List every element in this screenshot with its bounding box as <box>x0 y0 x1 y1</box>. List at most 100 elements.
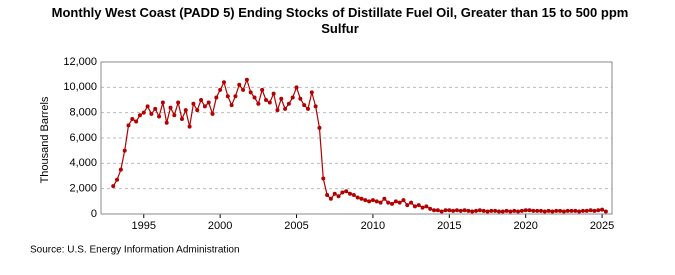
point <box>359 196 364 201</box>
point <box>210 111 215 116</box>
point <box>481 208 486 213</box>
point <box>382 196 387 201</box>
point <box>535 208 540 213</box>
x-tick-label: 1995 <box>132 220 156 232</box>
y-axis-label: Thousand Barrels <box>39 96 51 183</box>
point <box>538 208 543 213</box>
point <box>225 94 230 99</box>
point <box>550 209 555 214</box>
point <box>409 200 414 205</box>
point <box>531 208 536 213</box>
point <box>458 208 463 213</box>
point <box>508 209 513 214</box>
point <box>115 177 120 182</box>
point <box>516 209 521 214</box>
point <box>302 103 307 108</box>
point <box>477 208 482 213</box>
point <box>470 209 475 214</box>
point <box>592 208 597 213</box>
point <box>435 208 440 213</box>
point <box>336 194 341 199</box>
point <box>596 208 601 213</box>
point <box>145 104 150 109</box>
y-tick-label: 6,000 <box>69 132 97 144</box>
point <box>420 205 425 210</box>
point <box>305 106 310 111</box>
point <box>569 208 574 213</box>
series-line <box>112 77 607 213</box>
point <box>424 204 429 209</box>
point <box>134 119 139 124</box>
y-tick-label: 4,000 <box>69 157 97 169</box>
point <box>355 195 360 200</box>
point <box>183 108 188 113</box>
point <box>248 90 253 95</box>
point <box>496 209 501 214</box>
point <box>558 208 563 213</box>
point <box>164 120 169 125</box>
point <box>577 209 582 214</box>
point <box>580 208 585 213</box>
point <box>405 203 410 208</box>
point <box>588 208 593 213</box>
point <box>267 100 272 105</box>
point <box>153 106 158 111</box>
point <box>244 77 249 82</box>
y-tick-label: 0 <box>91 208 97 220</box>
point <box>500 209 505 214</box>
y-tick-label: 8,000 <box>69 107 97 119</box>
point <box>130 117 135 121</box>
point <box>386 200 391 205</box>
point <box>474 208 479 213</box>
point <box>260 87 265 92</box>
point <box>466 208 471 213</box>
point <box>573 208 578 213</box>
point <box>603 209 608 214</box>
point <box>401 198 406 203</box>
point <box>118 167 123 172</box>
point <box>256 101 261 106</box>
y-tick-label: 2,000 <box>69 183 97 195</box>
point <box>202 104 207 109</box>
point <box>439 209 444 214</box>
point <box>565 208 570 213</box>
point <box>489 208 494 213</box>
point <box>600 207 605 212</box>
point <box>332 191 337 196</box>
y-tick-label: 12,000 <box>63 56 97 68</box>
point <box>321 176 326 181</box>
point <box>351 193 356 197</box>
point <box>519 208 524 213</box>
point <box>221 80 226 85</box>
point <box>313 104 318 109</box>
point <box>290 95 295 100</box>
point <box>283 106 288 111</box>
point <box>294 85 299 90</box>
point <box>363 198 368 203</box>
point <box>542 209 547 214</box>
point <box>137 113 142 118</box>
point <box>390 201 395 206</box>
point <box>241 87 246 92</box>
point <box>344 189 349 194</box>
x-tick-label: 2010 <box>361 220 385 232</box>
y-tick-label: 10,000 <box>63 81 97 93</box>
point <box>309 90 314 95</box>
point <box>218 87 223 92</box>
point <box>317 125 322 130</box>
chart-title: Monthly West Coast (PADD 5) Ending Stock… <box>51 5 629 36</box>
x-tick-label: 2000 <box>208 220 232 232</box>
point <box>428 206 433 211</box>
point <box>199 98 204 102</box>
point <box>561 209 566 214</box>
point <box>126 123 131 128</box>
point <box>397 200 402 205</box>
point <box>378 200 383 205</box>
point <box>527 208 532 213</box>
point <box>523 208 528 213</box>
x-tick-label: 2025 <box>590 220 614 232</box>
point <box>443 208 448 213</box>
point <box>493 208 498 213</box>
